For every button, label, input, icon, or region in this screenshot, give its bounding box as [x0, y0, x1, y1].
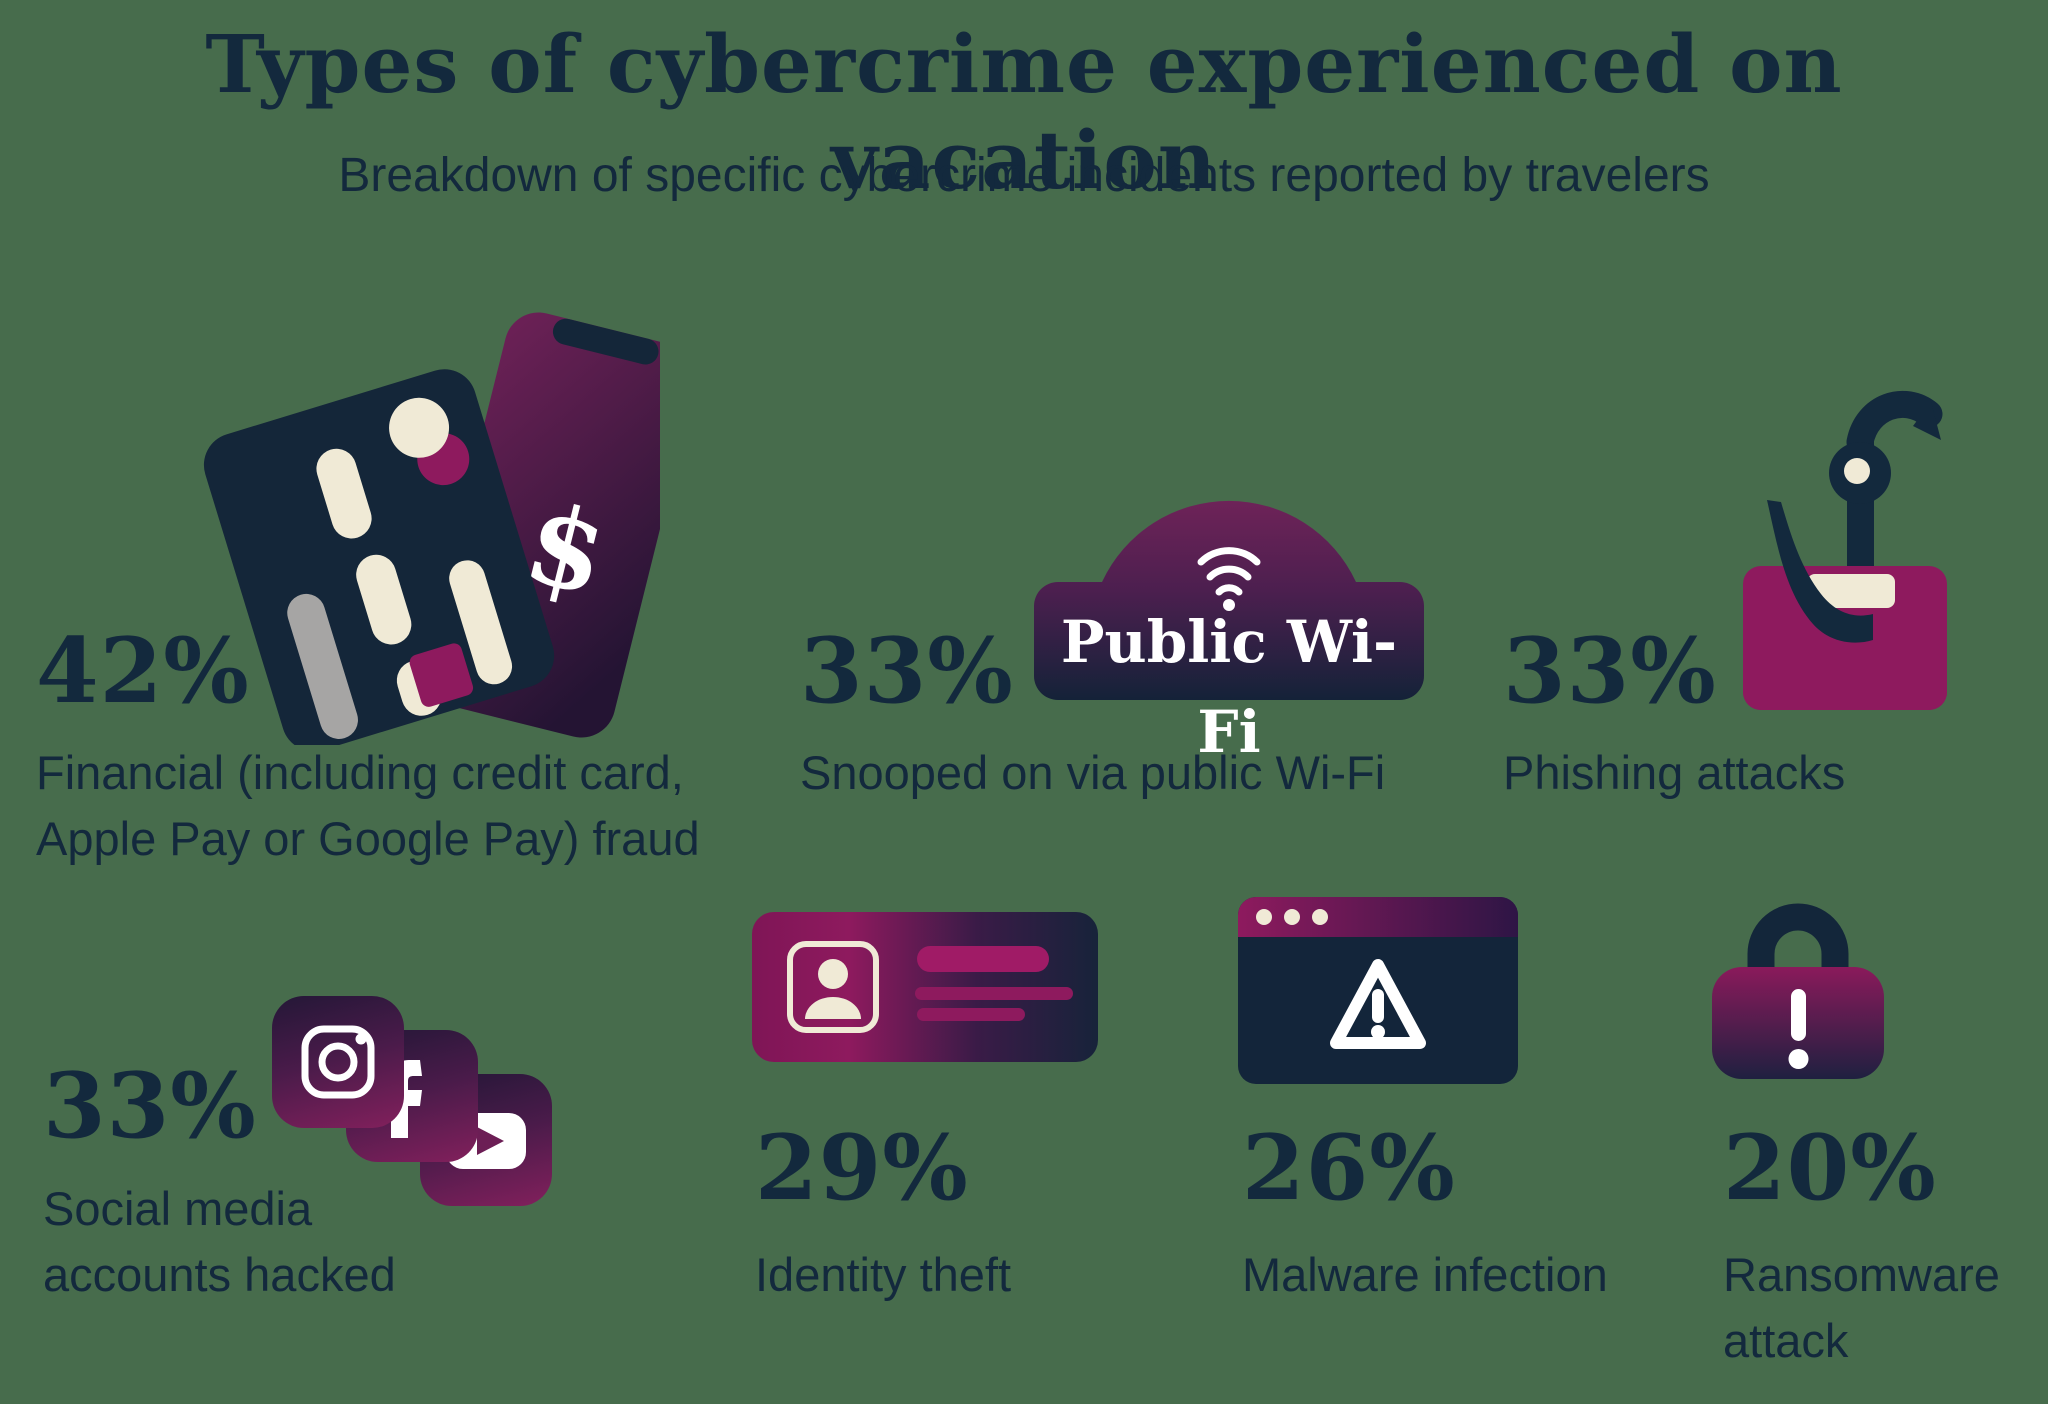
- stat-percent-ransomware: 20%: [1723, 1115, 1937, 1221]
- fishing-hook-folder-icon: [1743, 390, 1947, 710]
- stat-percent-identity: 29%: [755, 1115, 969, 1221]
- stat-label-ransomware: Ransomware attack: [1723, 1248, 2000, 1367]
- stat-label-phishing: Phishing attacks: [1503, 746, 1846, 799]
- person-icon: [805, 959, 861, 1019]
- stat-label-social: Social media accounts hacked: [43, 1182, 396, 1301]
- page-subtitle: Breakdown of specific cybercrime inciden…: [338, 149, 1710, 202]
- public-wifi-sign-icon: [1034, 500, 1424, 700]
- credit-card-and-phone-icon: $: [203, 312, 660, 745]
- stat-percent-public-wifi: 33%: [800, 618, 1014, 724]
- browser-warning-icon: [1238, 897, 1518, 1084]
- page-title: Types of cybercrime experienced on vacat…: [205, 17, 1843, 207]
- padlock-exclamation-icon: [1712, 903, 1884, 1079]
- wifi-sign-label: Public Wi-Fi: [1060, 608, 1398, 766]
- credit-card-icon: [203, 369, 555, 745]
- stat-percent-phishing: 33%: [1503, 618, 1717, 724]
- stat-percent-social: 33%: [43, 1053, 257, 1159]
- id-card-icon: [752, 912, 1098, 1062]
- stat-label-malware: Malware infection: [1242, 1248, 1608, 1301]
- stat-label-identity: Identity theft: [755, 1248, 1012, 1301]
- window-dots-icon: [1256, 909, 1328, 925]
- stat-percent-malware: 26%: [1242, 1115, 1456, 1221]
- stat-label-financial: Financial (including credit card, Apple …: [36, 746, 700, 865]
- wifi-icon: [1197, 547, 1261, 596]
- instagram-app-icon: [272, 996, 404, 1128]
- stat-label-public-wifi: Snooped on via public Wi-Fi: [800, 746, 1386, 799]
- warning-triangle-icon: [1330, 959, 1426, 1049]
- stat-percent-financial: 42%: [36, 618, 250, 724]
